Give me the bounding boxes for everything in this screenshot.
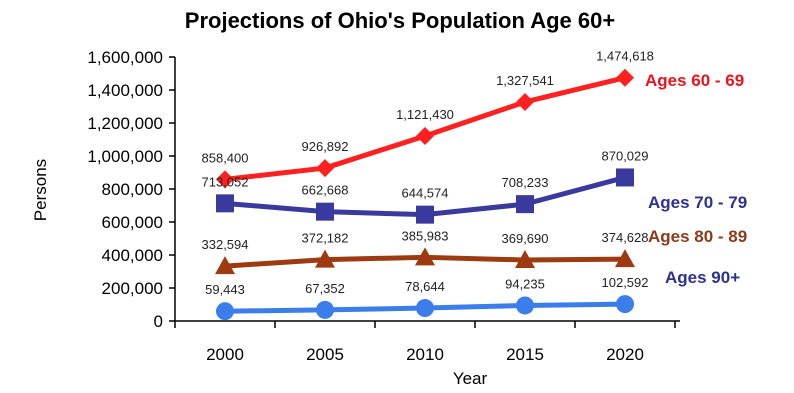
data-point xyxy=(315,249,335,268)
y-tick-label: 600,000 xyxy=(102,213,163,232)
data-label: 713,052 xyxy=(202,174,249,189)
series-name-label: Ages 80 - 89 xyxy=(648,227,747,246)
data-point xyxy=(616,68,634,87)
x-axis-label: Year xyxy=(453,369,488,388)
data-point xyxy=(216,170,234,189)
y-tick-label: 200,000 xyxy=(102,279,163,298)
y-tick-label: 0 xyxy=(154,312,163,331)
data-point xyxy=(216,302,234,321)
chart-title: Projections of Ohio's Population Age 60+ xyxy=(185,8,615,33)
data-point xyxy=(516,296,534,315)
data-point xyxy=(216,194,234,213)
series-name-label: Ages 70 - 79 xyxy=(648,193,747,212)
data-point xyxy=(616,168,634,187)
x-tick-label: 2015 xyxy=(506,345,544,364)
y-tick-label: 800,000 xyxy=(102,180,163,199)
data-label: 102,592 xyxy=(602,275,649,290)
data-point xyxy=(416,299,434,318)
data-point xyxy=(615,249,635,268)
data-point xyxy=(316,159,334,178)
y-axis-label: Persons xyxy=(31,159,50,221)
y-tick-label: 1,600,000 xyxy=(87,48,163,67)
data-label: 1,121,430 xyxy=(396,107,454,122)
x-tick-label: 2010 xyxy=(406,345,444,364)
data-point xyxy=(515,250,535,269)
data-point xyxy=(616,295,634,314)
data-point xyxy=(516,92,534,111)
y-tick-label: 1,000,000 xyxy=(87,147,163,166)
data-label: 59,443 xyxy=(205,282,245,297)
data-label: 644,574 xyxy=(402,186,449,201)
data-point xyxy=(416,126,434,145)
data-label: 374,628 xyxy=(602,230,649,245)
data-label: 870,029 xyxy=(602,148,649,163)
data-label: 926,892 xyxy=(302,139,349,154)
data-point xyxy=(416,205,434,224)
series-2: 713,052 662,668 644,574 708,233 870,029 Ages … xyxy=(202,148,747,224)
data-label: 708,233 xyxy=(502,175,549,190)
data-label: 94,235 xyxy=(505,276,545,291)
data-point xyxy=(215,256,235,275)
y-tick-label: 1,200,000 xyxy=(87,114,163,133)
x-tick-label: 2020 xyxy=(606,345,644,364)
x-tick-label: 2005 xyxy=(306,345,344,364)
data-point xyxy=(516,195,534,214)
series-name-label: Ages 60 - 69 xyxy=(645,71,744,90)
data-point xyxy=(316,202,334,221)
data-label: 1,327,541 xyxy=(496,73,554,88)
data-label: 78,644 xyxy=(405,279,445,294)
data-label: 67,352 xyxy=(305,281,345,296)
series-3: 332,594 372,182 385,983 369,690 374,628 Ages … xyxy=(202,227,747,275)
data-label: 332,594 xyxy=(202,237,249,252)
data-label: 369,690 xyxy=(502,231,549,246)
x-tick-label: 2000 xyxy=(206,345,244,364)
data-label: 385,983 xyxy=(402,228,449,243)
series-1: 858,400 926,892 1,121,430 1,327,541 1,474,61… xyxy=(202,49,744,189)
series-name-label: Ages 90+ xyxy=(665,268,740,287)
axes: 0 200,000 400,000 600,000 800,000 1,000,000 1,… xyxy=(87,48,680,364)
data-point xyxy=(316,300,334,319)
data-label: 858,400 xyxy=(202,150,249,165)
y-tick-label: 1,400,000 xyxy=(87,81,163,100)
data-label: 372,182 xyxy=(302,231,349,246)
data-label: 1,474,618 xyxy=(596,49,654,64)
series-4: 59,443 67,352 78,644 94,235 102,592 Ages 90+ xyxy=(205,268,740,321)
data-label: 662,668 xyxy=(302,183,349,198)
series-layer: 858,400 926,892 1,121,430 1,327,541 1,474,61… xyxy=(202,49,747,321)
data-point xyxy=(415,247,435,266)
y-tick-label: 400,000 xyxy=(102,246,163,265)
